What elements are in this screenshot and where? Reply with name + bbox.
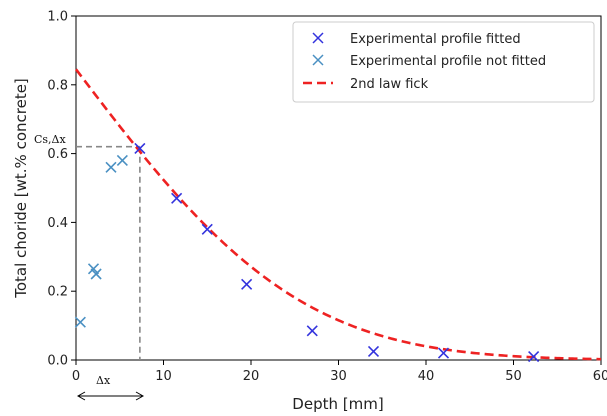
y-tick-label: 0.2 [47,285,68,300]
legend-label-fick: 2nd law fick [350,77,429,92]
y-tick-label: 0.0 [47,354,68,369]
axis-ticks: 0 10 20 30 40 50 60 0.0 0.2 0.4 0.6 0.8 1.0 [47,10,607,385]
y-axis-label: Total choride [wt.% concrete] [12,78,30,299]
x-tick-label: 20 [243,369,260,384]
fitted-point [134,142,146,155]
legend-box [292,21,595,103]
x-tick-label: 0 [72,369,80,384]
cs-annotation: Cs,Δx [34,133,67,146]
x-tick-label: 60 [593,369,607,384]
legend: Experimental profile fitted Experimental… [292,21,595,103]
legend-marker-not-fitted [312,54,324,66]
fitted-point [241,278,253,290]
x-tick-label: 30 [330,369,347,384]
not-fitted-point [105,161,117,173]
legend-marker-fitted [312,32,324,44]
y-tick-label: 0.6 [47,147,68,162]
dx-annotation: Δx [96,374,111,387]
x-tick-label: 40 [418,369,435,384]
y-tick-label: 0.8 [47,78,68,93]
fitted-point [201,223,213,235]
series-2nd-law-fick [74,68,602,361]
fitted-point [437,347,450,359]
data-points [74,142,540,363]
fitted-point [367,345,380,357]
dx-double-arrow [76,391,145,401]
x-tick-label: 50 [505,369,522,384]
legend-label-fitted: Experimental profile fitted [350,32,521,47]
not-fitted-point [90,268,102,280]
not-fitted-point [74,316,86,328]
x-axis-label: Depth [mm] [292,395,383,413]
not-fitted-point [116,154,128,167]
legend-label-not-fitted: Experimental profile not fitted [350,54,546,69]
fitted-point [528,350,540,363]
x-tick-label: 10 [155,369,172,384]
y-tick-label: 1.0 [47,10,68,25]
fitted-point [171,192,183,204]
fitted-point [306,325,318,337]
y-tick-label: 0.4 [47,216,68,231]
